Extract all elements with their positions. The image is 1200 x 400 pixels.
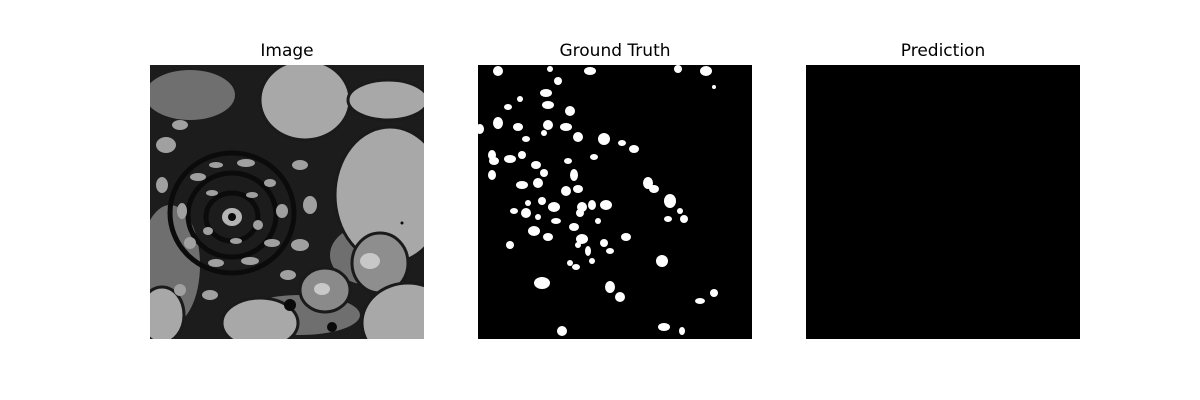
prediction-mask xyxy=(806,65,1080,339)
panel-title-prediction: Prediction xyxy=(900,41,986,61)
binary-mask-icon xyxy=(478,65,752,339)
panel-title-image: Image xyxy=(260,41,314,61)
panel-title-ground-truth: Ground Truth xyxy=(559,41,671,61)
tissue-image xyxy=(150,65,424,339)
empty-mask-icon xyxy=(806,65,1080,339)
tissue-microscopy-icon xyxy=(150,65,424,339)
ground-truth-mask xyxy=(478,65,752,339)
